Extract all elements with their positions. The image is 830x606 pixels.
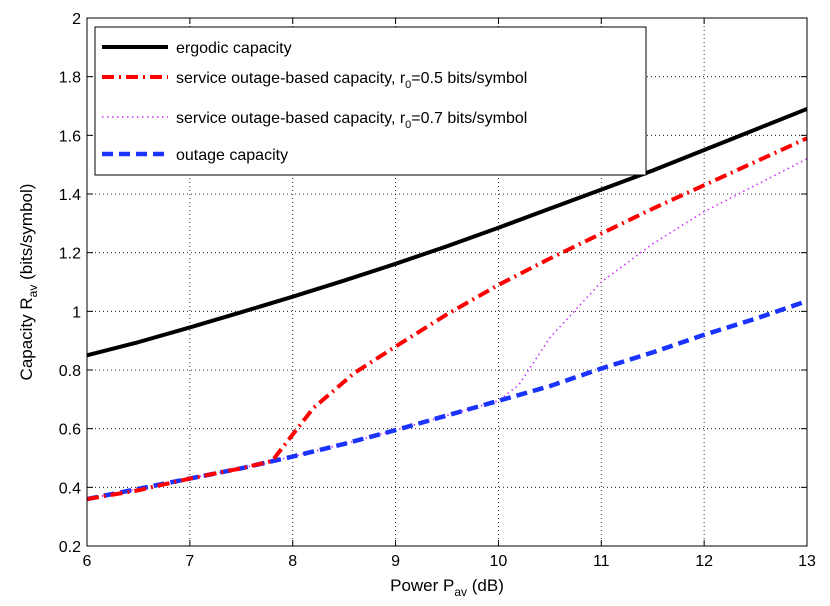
x-tick-label: 12 [695, 553, 713, 570]
x-tick-label: 11 [593, 553, 610, 570]
series-lines [86, 107, 808, 502]
y-tick-label: 0.2 [59, 539, 81, 556]
y-tick-label: 0.6 [59, 422, 81, 439]
x-tick-label: 9 [391, 553, 400, 570]
y-tick-label: 1 [72, 304, 81, 321]
legend-entry-service-outage-r0-0.7: service outage-based capacity, r0=0.7 bi… [176, 110, 527, 131]
plot-frame [86, 17, 808, 547]
x-tick-label: 6 [83, 553, 92, 570]
legend-entry-service-outage-r0-0.5: service outage-based capacity, r0=0.5 bi… [176, 70, 527, 91]
y-tick-label: 1.6 [59, 128, 81, 145]
y-tick-label: 1.4 [59, 187, 81, 204]
x-tick-label: 10 [490, 553, 508, 570]
y-tick-label: 1.2 [59, 246, 81, 263]
axis-ticks: 6 7 8 9 10 11 12 13 0.2 0.4 0.6 0.8 1 1.2 1.4 1.6 1.8 2 [59, 11, 816, 570]
y-tick-label: 0.8 [59, 363, 81, 380]
legend-samples [102, 45, 168, 157]
x-tick-label: 7 [185, 553, 194, 570]
legend-box [94, 26, 647, 176]
y-tick-label: 2 [72, 11, 81, 28]
y-tick-label: 1.8 [59, 70, 81, 87]
legend-entry-outage-capacity: outage capacity [176, 147, 288, 164]
y-axis-label: Capacity Rav (bits/symbol) [17, 184, 40, 381]
x-tick-label: 13 [798, 553, 816, 570]
x-axis-label: Power Pav (dB) [390, 576, 504, 599]
series-line-ergodic-capacity [86, 107, 808, 358]
legend-entry-ergodic-capacity: ergodic capacity [176, 40, 292, 57]
x-tick-label: 8 [288, 553, 297, 570]
legend: ergodic capacity service outage-based ca… [94, 26, 647, 176]
y-tick-label: 0.4 [59, 480, 81, 497]
